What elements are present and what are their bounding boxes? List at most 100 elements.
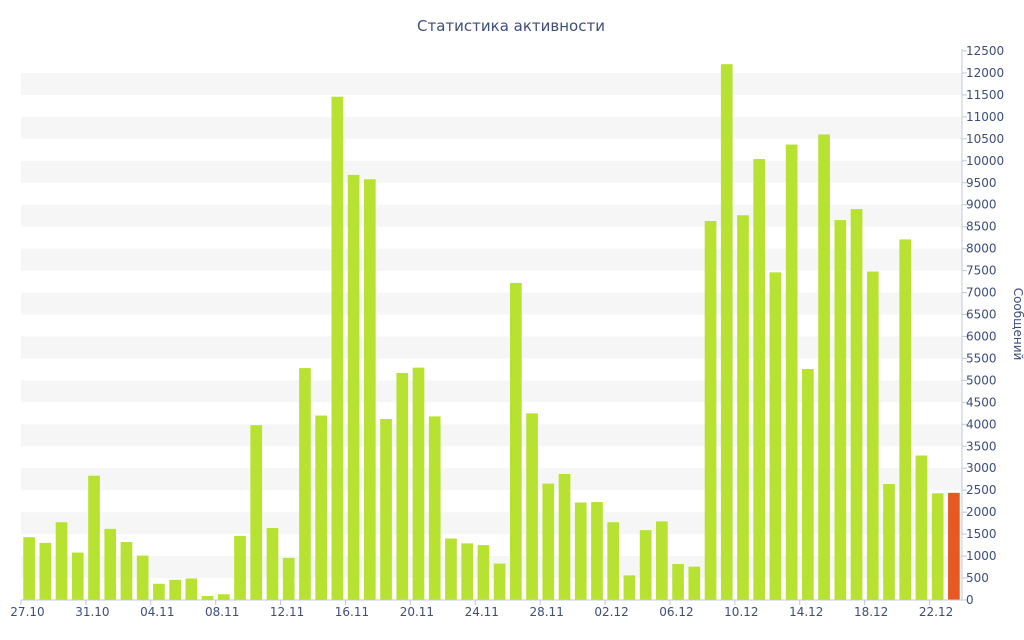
bar	[347, 174, 360, 600]
bar	[55, 522, 68, 600]
bar	[510, 282, 522, 600]
bar	[542, 483, 555, 600]
bar	[899, 239, 912, 601]
bar	[883, 484, 895, 600]
y-axis: 0 500 1000 1500 2000 2500 3000 3500 4000 4500 5000…	[961, 44, 1004, 607]
grid-band	[21, 72, 962, 95]
x-axis: 27.10 31.10 04.11 08.11 12.11 16.11 20.11 24.11…	[10, 599, 962, 619]
y-tick-label: 12500	[966, 44, 1004, 58]
bar	[331, 96, 344, 601]
bar-current	[948, 492, 960, 600]
y-tick-label: 11500	[966, 88, 1004, 102]
y-tick-label: 9500	[966, 176, 997, 190]
bar	[428, 416, 441, 600]
bar	[737, 215, 749, 600]
x-tick-label: 22.12	[919, 605, 953, 619]
x-tick-label: 06.12	[659, 605, 693, 619]
bar	[445, 538, 457, 600]
bars	[23, 64, 960, 601]
bar	[931, 493, 944, 600]
bar	[785, 144, 798, 601]
x-tick-label: 24.11	[465, 605, 499, 619]
bar	[104, 528, 117, 600]
bar	[315, 415, 327, 600]
x-tick-label: 18.12	[854, 605, 888, 619]
bar	[185, 578, 198, 600]
y-tick-label: 4000	[966, 417, 997, 431]
bar	[607, 522, 620, 600]
bar	[120, 542, 133, 600]
bar	[169, 579, 181, 600]
bar	[818, 134, 830, 600]
bar	[201, 596, 214, 600]
y-tick-label: 2000	[966, 505, 997, 519]
x-tick-label: 27.10	[10, 605, 44, 619]
bar	[802, 368, 814, 600]
y-tick-label: 6500	[966, 308, 997, 322]
chart-title: Статистика активности	[417, 17, 605, 35]
bar	[39, 542, 52, 600]
bar	[850, 209, 863, 601]
y-tick-label: 11000	[966, 110, 1004, 124]
x-tick-label: 16.11	[335, 605, 369, 619]
x-tick-label: 10.12	[724, 605, 758, 619]
bar	[866, 271, 879, 600]
y-axis-label: Сообщений	[1011, 288, 1024, 361]
x-tick-label: 02.12	[594, 605, 628, 619]
x-tick-label: 14.12	[789, 605, 823, 619]
y-tick-label: 12000	[966, 66, 1004, 80]
y-tick-label: 2500	[966, 483, 997, 497]
y-tick-label: 9000	[966, 198, 997, 212]
bar	[834, 220, 847, 600]
bar	[672, 563, 684, 600]
y-tick-label: 1000	[966, 549, 997, 563]
bar	[234, 535, 246, 600]
x-tick-label: 31.10	[75, 605, 109, 619]
bar	[720, 64, 733, 601]
bar	[250, 425, 263, 600]
bar	[412, 367, 425, 600]
bar	[558, 473, 571, 600]
y-tick-label: 5500	[966, 351, 997, 365]
y-tick-label: 6000	[966, 329, 997, 343]
bar	[688, 566, 701, 600]
bar	[396, 372, 409, 600]
y-tick-label: 3500	[966, 439, 997, 453]
bar	[526, 413, 538, 600]
bar	[136, 555, 149, 600]
bar	[477, 545, 490, 600]
y-tick-label: 10500	[966, 132, 1004, 146]
bar	[380, 419, 392, 600]
x-tick-label: 12.11	[270, 605, 304, 619]
y-tick-label: 7500	[966, 264, 997, 278]
bar	[461, 543, 473, 600]
bar	[574, 502, 587, 600]
y-tick-label: 7000	[966, 286, 997, 300]
y-tick-label: 5000	[966, 373, 997, 387]
y-tick-label: 8000	[966, 242, 997, 256]
bar	[88, 475, 100, 600]
bar	[656, 521, 668, 600]
bar	[493, 563, 506, 600]
x-tick-label: 08.11	[205, 605, 239, 619]
bar	[217, 594, 230, 600]
bar	[639, 530, 652, 600]
x-tick-label: 04.11	[140, 605, 174, 619]
bar	[266, 527, 279, 600]
bar	[153, 583, 165, 600]
y-tick-label: 1500	[966, 527, 997, 541]
y-tick-label: 3000	[966, 461, 997, 475]
bar	[71, 552, 84, 600]
bar	[282, 557, 295, 600]
x-tick-label: 28.11	[529, 605, 563, 619]
bar	[769, 272, 782, 600]
x-tick-label: 20.11	[400, 605, 434, 619]
bar	[299, 368, 311, 600]
bar	[704, 220, 717, 600]
y-tick-label: 8500	[966, 220, 997, 234]
y-tick-label: 0	[966, 593, 974, 607]
bar	[591, 502, 603, 600]
bar	[623, 575, 636, 600]
